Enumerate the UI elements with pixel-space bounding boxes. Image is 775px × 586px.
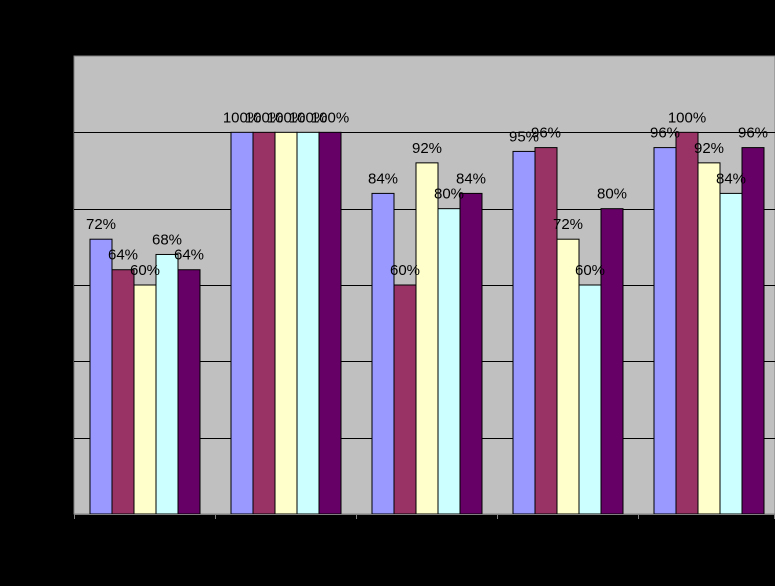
bar-series4-group3 (437, 208, 461, 515)
bars-layer (89, 131, 765, 515)
bar-series4-group1 (155, 253, 179, 515)
bar-series3-group4 (556, 238, 580, 515)
data-label-series1-group5: 96% (650, 125, 680, 142)
data-label-series2-group5: 100% (668, 109, 706, 126)
bar-series4-group5 (719, 192, 743, 515)
bar-series4-group2 (296, 131, 320, 515)
bar-series1-group1 (89, 238, 113, 515)
data-label-series5-group5: 96% (738, 125, 768, 142)
bar-series1-group2 (230, 131, 254, 515)
bar-series5-group1 (177, 269, 201, 515)
data-label-series4-group3: 80% (434, 186, 464, 203)
data-label-series3-group3: 92% (412, 140, 442, 157)
x-axis (74, 514, 775, 519)
data-label-series4-group5: 84% (716, 170, 746, 187)
data-label-series3-group4: 72% (553, 216, 583, 233)
data-label-series3-group2: 100% (267, 109, 305, 126)
data-labels-layer: 72%100%84%95% 96%64%100%60%96%100%60%100%… (86, 109, 768, 279)
bar-series3-group2 (274, 131, 298, 515)
data-label-series5-group1: 64% (174, 247, 204, 264)
bar-series3-group3 (415, 162, 439, 515)
data-label-series2-group1: 64% (108, 247, 138, 264)
data-label-series4-group1: 68% (152, 231, 182, 248)
bar-series1-group4 (512, 150, 536, 515)
bar-series2-group3 (393, 284, 417, 515)
data-label-series4-group2: 100% (289, 109, 327, 126)
data-label-series1-group2: 100% (223, 109, 261, 126)
data-label-series1-group3: 84% (368, 170, 398, 187)
bar-series3-group5 (697, 162, 721, 515)
data-label-series1-group4: 95% (509, 128, 539, 145)
bar-series5-group3 (459, 192, 483, 515)
bar-series4-group4 (578, 284, 602, 515)
bar-series5-group4 (600, 208, 624, 515)
bar-series2-group4 (534, 147, 558, 515)
bar-series2-group5 (675, 131, 699, 515)
bar-series1-group3 (371, 192, 395, 515)
data-label-series4-group4: 60% (575, 262, 605, 279)
data-label-series5-group4: 80% (597, 186, 627, 203)
bar-series3-group1 (133, 284, 157, 515)
data-label-series3-group5: 92% (694, 140, 724, 157)
bar-series5-group5 (741, 147, 765, 515)
bar-series5-group2 (318, 131, 342, 515)
data-label-series3-group1: 60% (130, 262, 160, 279)
data-label-series1-group1: 72% (86, 216, 116, 233)
data-label-series5-group3: 84% (456, 170, 486, 187)
bar-series2-group2 (252, 131, 276, 515)
bar-series2-group1 (111, 269, 135, 515)
data-label-series2-group4: 96% (531, 125, 561, 142)
data-label-series2-group2: 100% (245, 109, 283, 126)
data-label-series5-group2: 100% (311, 109, 349, 126)
bar-series1-group5 (653, 147, 677, 515)
data-label-series2-group3: 60% (390, 262, 420, 279)
